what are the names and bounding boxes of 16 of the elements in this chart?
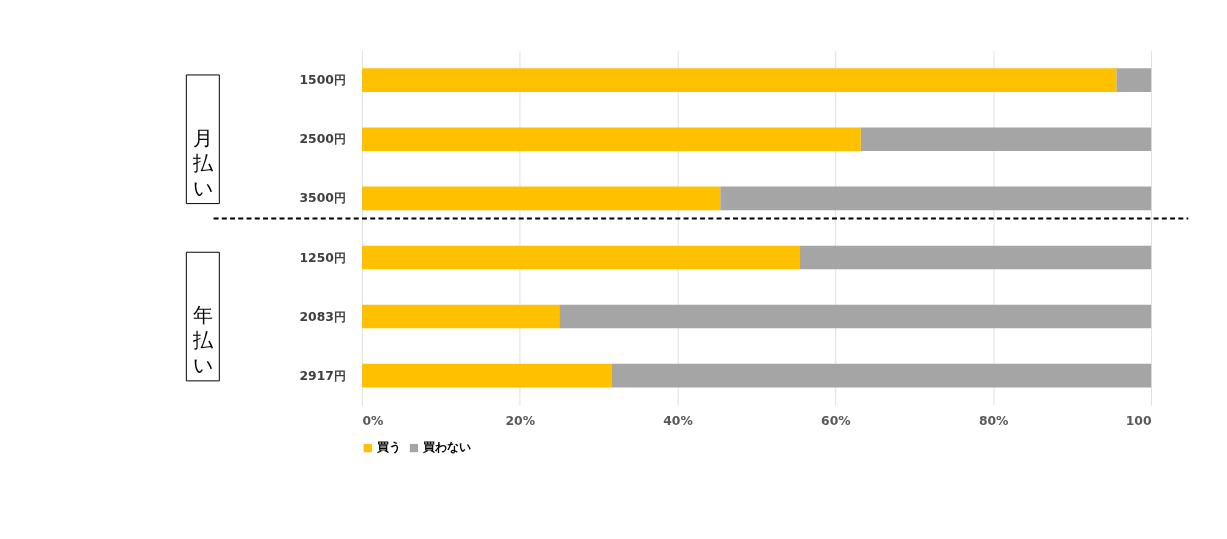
x-tick-label: 100 <box>1125 414 1152 429</box>
legend-label: 買う <box>375 440 401 455</box>
y-tick-label: 2083円 <box>299 309 346 324</box>
y-tick-label: 2917円 <box>299 368 346 383</box>
x-tick-label: 0% <box>362 414 384 429</box>
y-tick-label: 3500円 <box>299 191 346 206</box>
y-tick-label: 1500円 <box>299 73 346 88</box>
legend-label: 買わない <box>422 440 472 455</box>
y-tick-label: 1250円 <box>299 250 346 265</box>
x-tick-label: 80% <box>978 414 1009 429</box>
x-tick-label: 60% <box>821 414 851 429</box>
x-tick-label: 20% <box>505 414 536 429</box>
text: 月払い <box>191 127 214 200</box>
text: 年払い <box>191 304 214 377</box>
x-tick-label: 40% <box>663 414 693 429</box>
y-tick-label: 2500円 <box>299 132 346 147</box>
